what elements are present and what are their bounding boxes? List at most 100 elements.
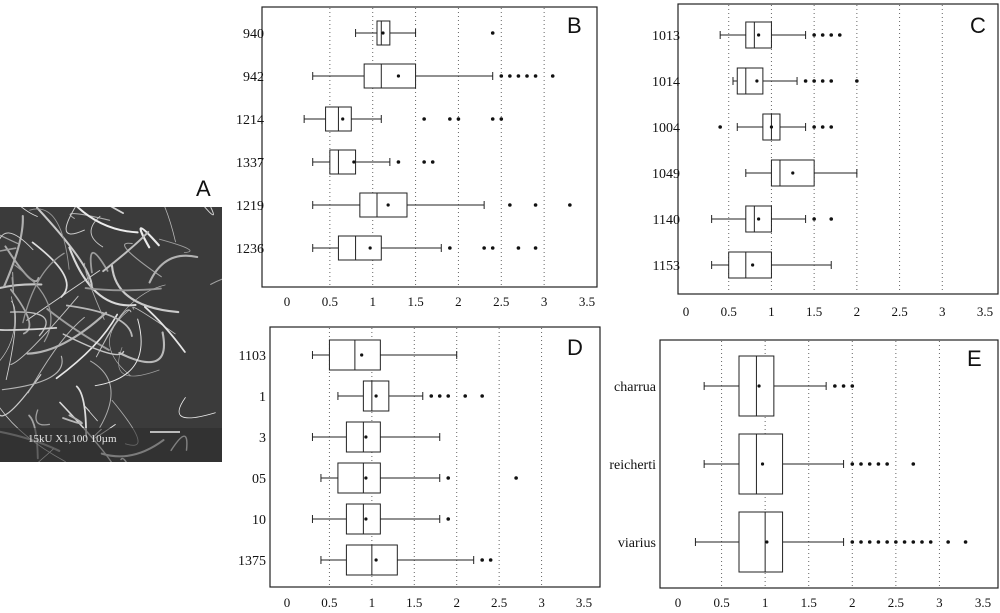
- category-label: 1140: [653, 213, 680, 228]
- outlier-point: [855, 79, 859, 83]
- outlier-point: [550, 74, 555, 78]
- outlier-point: [490, 246, 495, 250]
- category-label: 942: [243, 70, 264, 85]
- fiber-strand: [26, 311, 108, 355]
- fiber-strand: [10, 288, 31, 335]
- outlier-point: [833, 384, 837, 388]
- category-label: reicherti: [609, 458, 656, 473]
- x-tick-label: 3.5: [975, 595, 991, 610]
- iqr-box: [363, 63, 417, 89]
- chart-panel-b: B 0 0.5 1 1.5 2 2.5 3 3.5 940 942 1214 1337 1219 1236: [236, 6, 598, 309]
- outlier-point: [885, 462, 889, 466]
- x-tick-label: 3.5: [977, 304, 993, 319]
- plot-frame: [261, 6, 598, 288]
- outlier-point: [525, 74, 529, 78]
- iqr-box: [738, 433, 784, 495]
- outlier-point: [446, 394, 451, 398]
- box-row-942: 942: [243, 63, 555, 89]
- fiber-strand: [22, 252, 65, 324]
- chart-panel-c: C 0 0.5 1 1.5 2 2.5 3 3.5 1013 1014 1004 1049 1140 11…: [652, 3, 999, 319]
- fiber-strand: [0, 234, 19, 245]
- fiber-strand: [76, 207, 139, 234]
- outlier-point: [829, 125, 834, 129]
- x-tick-label: 0.5: [713, 595, 729, 610]
- iqr-box: [736, 67, 764, 95]
- mean-marker: [751, 263, 755, 267]
- outlier-point: [820, 125, 825, 129]
- outlier-point: [430, 160, 435, 164]
- outlier-point: [812, 79, 816, 83]
- plot-frame: [659, 339, 999, 589]
- x-tick-label: 2.5: [491, 595, 507, 610]
- fiber-strand: [0, 232, 34, 251]
- fiber-strand: [29, 208, 70, 270]
- category-label: 1236: [236, 242, 264, 257]
- outlier-point: [867, 540, 872, 544]
- x-tick-label: 0.5: [321, 595, 337, 610]
- box-row-1214: 1214: [236, 106, 504, 132]
- category-label: 1013: [652, 29, 680, 44]
- fiber-strand: [20, 207, 38, 217]
- outlier-point: [928, 540, 933, 544]
- mean-marker: [341, 117, 345, 121]
- fiber-strand: [158, 238, 191, 253]
- fiber-strand: [31, 241, 68, 298]
- box-row-1004: 1004: [652, 113, 834, 141]
- outlier-point: [488, 558, 493, 562]
- outlier-point: [812, 125, 816, 129]
- fiber-strand: [89, 251, 109, 274]
- x-tick-label: 2: [455, 294, 462, 309]
- outlier-point: [850, 462, 855, 466]
- x-tick-label: 0: [683, 304, 690, 319]
- fiber-strand: [120, 457, 127, 462]
- outlier-point: [876, 540, 881, 544]
- outlier-point: [837, 33, 842, 37]
- outlier-point: [533, 74, 538, 78]
- mean-marker: [360, 353, 364, 357]
- mean-marker: [352, 160, 356, 164]
- x-tick-label: 3: [939, 304, 946, 319]
- outlier-point: [911, 540, 916, 544]
- panel-label-e: E: [967, 346, 982, 371]
- fiber-strand: [0, 247, 17, 252]
- outlier-point: [437, 394, 442, 398]
- outlier-point: [803, 79, 808, 83]
- panel-label-d: D: [567, 335, 583, 360]
- x-tick-label: 1.5: [801, 595, 817, 610]
- category-label: viarius: [618, 536, 656, 551]
- micrograph-scale-text: 15kU X1,100 10µm: [28, 433, 117, 445]
- outlier-point: [516, 74, 521, 78]
- category-label: 1219: [236, 199, 264, 214]
- box-row-1013: 1013: [652, 21, 842, 49]
- outlier-point: [829, 33, 834, 37]
- outlier-point: [911, 462, 916, 466]
- x-tick-label: 0: [284, 294, 291, 309]
- outlier-point: [850, 540, 855, 544]
- outlier-point: [422, 160, 426, 164]
- x-tick-label: 1: [768, 304, 775, 319]
- outlier-point: [850, 384, 855, 388]
- box-row-3: 3: [259, 421, 441, 453]
- mean-marker: [386, 203, 390, 207]
- x-tick-label: 1: [369, 294, 376, 309]
- fiber-strand: [14, 264, 52, 343]
- fiber-strand: [143, 305, 186, 353]
- fiber-strand: [90, 360, 112, 428]
- iqr-box: [728, 251, 772, 279]
- outlier-point: [456, 117, 461, 121]
- outlier-point: [482, 246, 486, 250]
- x-tick-label: 3.5: [579, 294, 595, 309]
- outlier-point: [829, 217, 834, 221]
- iqr-box: [738, 511, 784, 573]
- mean-marker: [757, 33, 761, 37]
- iqr-box: [337, 235, 382, 261]
- x-tick-label: 0: [284, 595, 291, 610]
- outlier-point: [446, 517, 451, 521]
- mean-marker: [381, 31, 385, 35]
- outlier-point: [499, 117, 504, 121]
- fiber-strand: [68, 246, 137, 307]
- fiber-strand: [110, 207, 124, 214]
- outlier-point: [508, 74, 512, 78]
- fiber-strand: [55, 313, 119, 380]
